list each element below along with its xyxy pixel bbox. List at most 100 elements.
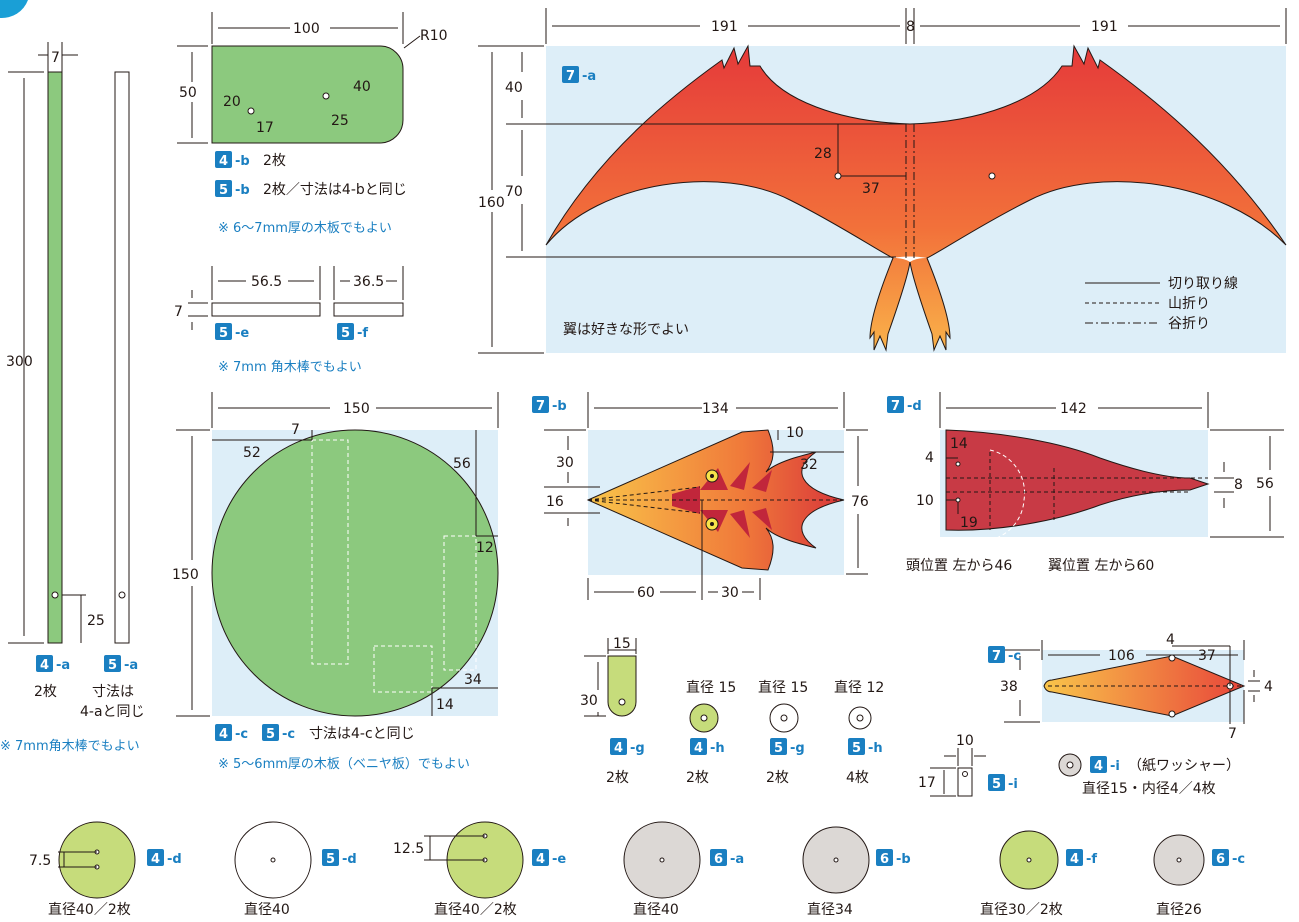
body-hole-bottom [955,497,961,503]
wheel-4e-suf: -e [552,852,566,867]
head-32-label: 32 [800,457,818,473]
stick-e-length: 56.5 [251,274,282,290]
wing-160-label: 160 [478,195,505,211]
part-5i-dimlines [930,748,986,797]
part-4g-shape [607,655,637,717]
part-7a-num: 7 [566,69,575,84]
body-14-label: 14 [950,436,968,452]
part-5a-suf: -a [124,658,138,673]
wing-hole-right [988,172,996,180]
tail-4a-label: 4 [1166,632,1175,648]
body-19-label: 19 [960,515,978,531]
head-76-label: 76 [851,494,869,510]
rod-hole-label: 25 [87,613,105,629]
part-5g-badge [770,738,787,755]
corner-tab [0,0,28,19]
wheel-6b-hole [833,857,839,863]
part-7d-badge [887,396,904,413]
head-pupil-top [710,474,714,478]
rod-drawing [8,42,86,644]
rod-5a-hole [118,591,126,599]
part-4h-suf: -h [710,741,725,756]
part-4h-qty: 2枚 [686,770,709,786]
wheel-6a-caption: 直径40 [633,901,679,918]
body-7d [945,429,1210,531]
part-4g-hole [618,698,626,706]
disc-height-label: 150 [172,567,199,583]
part-4g-width: 15 [613,636,631,652]
part-5i-badge [988,774,1005,791]
part-5e-badge [215,323,232,340]
wheel-6c-hole [1176,857,1182,863]
wing-70-label: 70 [505,184,523,200]
disc-dimlines [176,392,499,717]
wheel-6a-badge [710,849,727,866]
wheel-4e-offset: 12.5 [393,841,424,857]
wing-7a [545,44,1287,352]
wing-notch [893,256,927,262]
head-30-label: 30 [556,455,574,471]
part-4g-num: 4 [614,741,623,756]
part-5i-height: 17 [918,775,936,791]
part-5i-width: 10 [956,733,974,749]
disc-14-label: 14 [436,697,454,713]
part-4a-num: 4 [40,658,49,673]
head-width-label: 134 [702,401,729,417]
wheel-6b-badge [876,849,893,866]
part-4b-num: 4 [219,154,228,169]
part-5h-suf: -h [868,741,883,756]
plate-hole-a [247,107,255,115]
part-7c-badge [988,646,1005,663]
legend-mountain: 山折り [1168,296,1210,312]
tail-38-label: 38 [1000,679,1018,695]
part-7b-num: 7 [536,399,545,414]
part-7d-num: 7 [891,399,900,414]
body-foldlines [946,452,1208,530]
part-4i-hole [1066,761,1074,769]
part-5b-badge [215,180,232,197]
part-4i-spec: 直径15・内径4／4枚 [1082,780,1216,797]
body-dimlines [939,392,1284,538]
wheel-6b-num: 6 [880,852,889,867]
part-4i-suf: -i [1110,759,1120,774]
wheel-4f-num: 4 [1070,852,1079,867]
wheel-4d-caption: 直径40／2枚 [48,901,131,918]
legend-valley: 谷折り [1168,316,1210,332]
wing-37-label: 37 [862,181,880,197]
part-5i-hole [962,771,968,777]
wheel-6c-num: 6 [1216,852,1225,867]
head-foldlines [587,486,844,514]
tail-37-label: 37 [1198,648,1216,664]
body-8-label: 8 [1234,477,1243,493]
disc-width-label: 150 [343,401,370,417]
part-5g-hole [780,714,788,722]
line-legend [1085,282,1160,324]
part-5b-suf: -b [235,183,250,198]
stick-dimlines [188,266,404,330]
part-5a-num: 5 [108,658,117,673]
disc-52-label: 52 [243,445,261,461]
tail-dimlines [1004,640,1260,724]
wheel-5d-hole [270,857,276,863]
legend-cut: 切り取り線 [1168,276,1238,292]
part-5h-num: 5 [852,741,861,756]
wheel-4f-caption: 直径30／2枚 [980,901,1063,918]
part-4h-badge [690,738,707,755]
wing-width-right: 191 [1091,19,1118,35]
rod-5a [114,71,130,644]
wheel-4e-caption: 直径40／2枚 [434,901,517,918]
part-4g-suf: -g [630,741,645,756]
part-4a-badge [36,655,53,672]
tail-7c [1043,655,1246,717]
disc-guides [311,439,477,693]
part-5c-suf: -c [282,727,295,742]
rod-4a [47,71,63,644]
wing-foldlines [905,124,915,258]
part-4c-badge [215,724,232,741]
part-5f-badge [337,323,354,340]
head-30b-label: 30 [721,585,739,601]
part-7d-suf: -d [907,399,922,414]
part-5c-qty: 寸法は4-cと同じ [309,726,415,742]
part-7a-suf: -a [582,69,596,84]
wing-40-label: 40 [505,80,523,96]
